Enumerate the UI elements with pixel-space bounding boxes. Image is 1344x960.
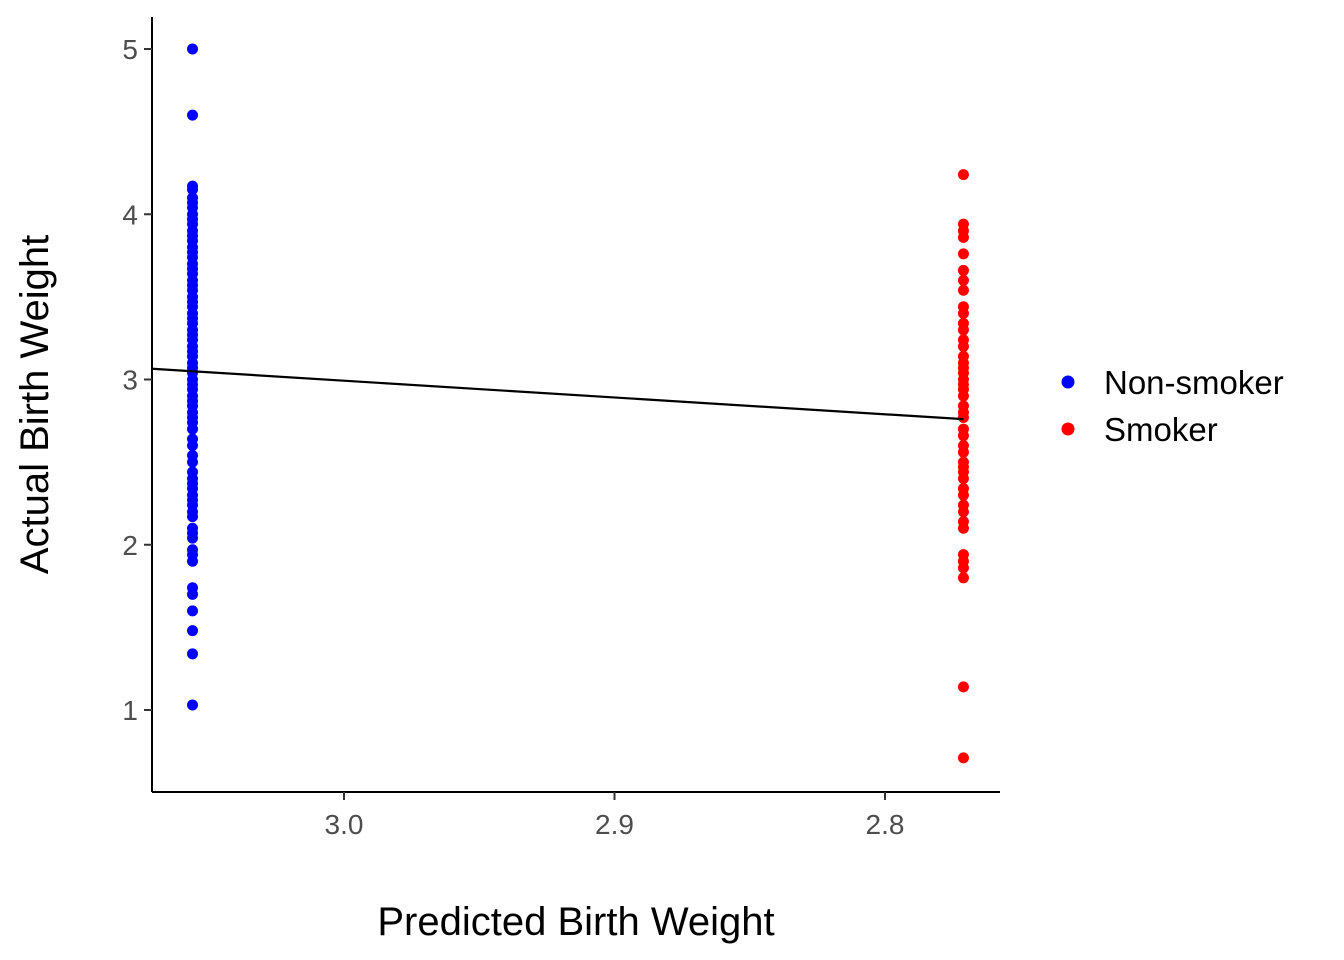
x-tick-label: 2.9 (595, 809, 634, 840)
x-tick-label: 3.0 (325, 809, 364, 840)
data-point (957, 274, 969, 286)
data-point (187, 43, 199, 55)
data-point (957, 446, 969, 458)
data-point (187, 440, 199, 452)
y-tick-label: 4 (122, 199, 138, 230)
y-axis-ticks: 1 2 3 4 5 (122, 34, 152, 726)
data-point (957, 264, 969, 276)
data-point (957, 473, 969, 485)
y-axis-title: Actual Birth Weight (13, 235, 57, 574)
data-point (957, 489, 969, 501)
data-point (187, 588, 199, 600)
x-tick-label: 2.8 (866, 809, 905, 840)
legend: Non-smoker Smoker (1061, 364, 1284, 448)
data-point (957, 572, 969, 584)
data-point (957, 522, 969, 534)
data-point (957, 231, 969, 243)
fit-line (151, 367, 964, 421)
legend-label: Smoker (1104, 411, 1218, 448)
y-tick-label: 5 (122, 34, 138, 65)
data-point (957, 169, 969, 181)
data-point (957, 390, 969, 402)
data-point (187, 511, 199, 523)
data-point (957, 284, 969, 296)
data-point (187, 555, 199, 567)
x-axis-title: Predicted Birth Weight (377, 900, 774, 944)
data-point (187, 648, 199, 660)
points-layer (187, 43, 969, 764)
data-point (957, 307, 969, 319)
data-point (957, 412, 969, 424)
legend-label: Non-smoker (1104, 364, 1284, 401)
data-point (957, 506, 969, 518)
data-point (187, 625, 199, 637)
data-point (957, 340, 969, 352)
data-point (187, 109, 199, 121)
data-point (187, 699, 199, 711)
data-point (187, 605, 199, 617)
y-tick-label: 2 (122, 530, 138, 561)
data-point (957, 248, 969, 260)
y-tick-label: 3 (122, 365, 138, 396)
data-point (187, 423, 199, 435)
data-point (187, 456, 199, 468)
y-tick-label: 1 (122, 695, 138, 726)
legend-swatch (1061, 422, 1075, 436)
data-point (957, 324, 969, 336)
data-point (957, 752, 969, 764)
legend-swatch (1061, 375, 1075, 389)
data-point (957, 562, 969, 574)
data-point (957, 430, 969, 442)
data-point (187, 532, 199, 544)
data-point (957, 681, 969, 693)
data-point (187, 183, 199, 195)
x-axis-ticks: 3.0 2.9 2.8 (325, 792, 905, 840)
